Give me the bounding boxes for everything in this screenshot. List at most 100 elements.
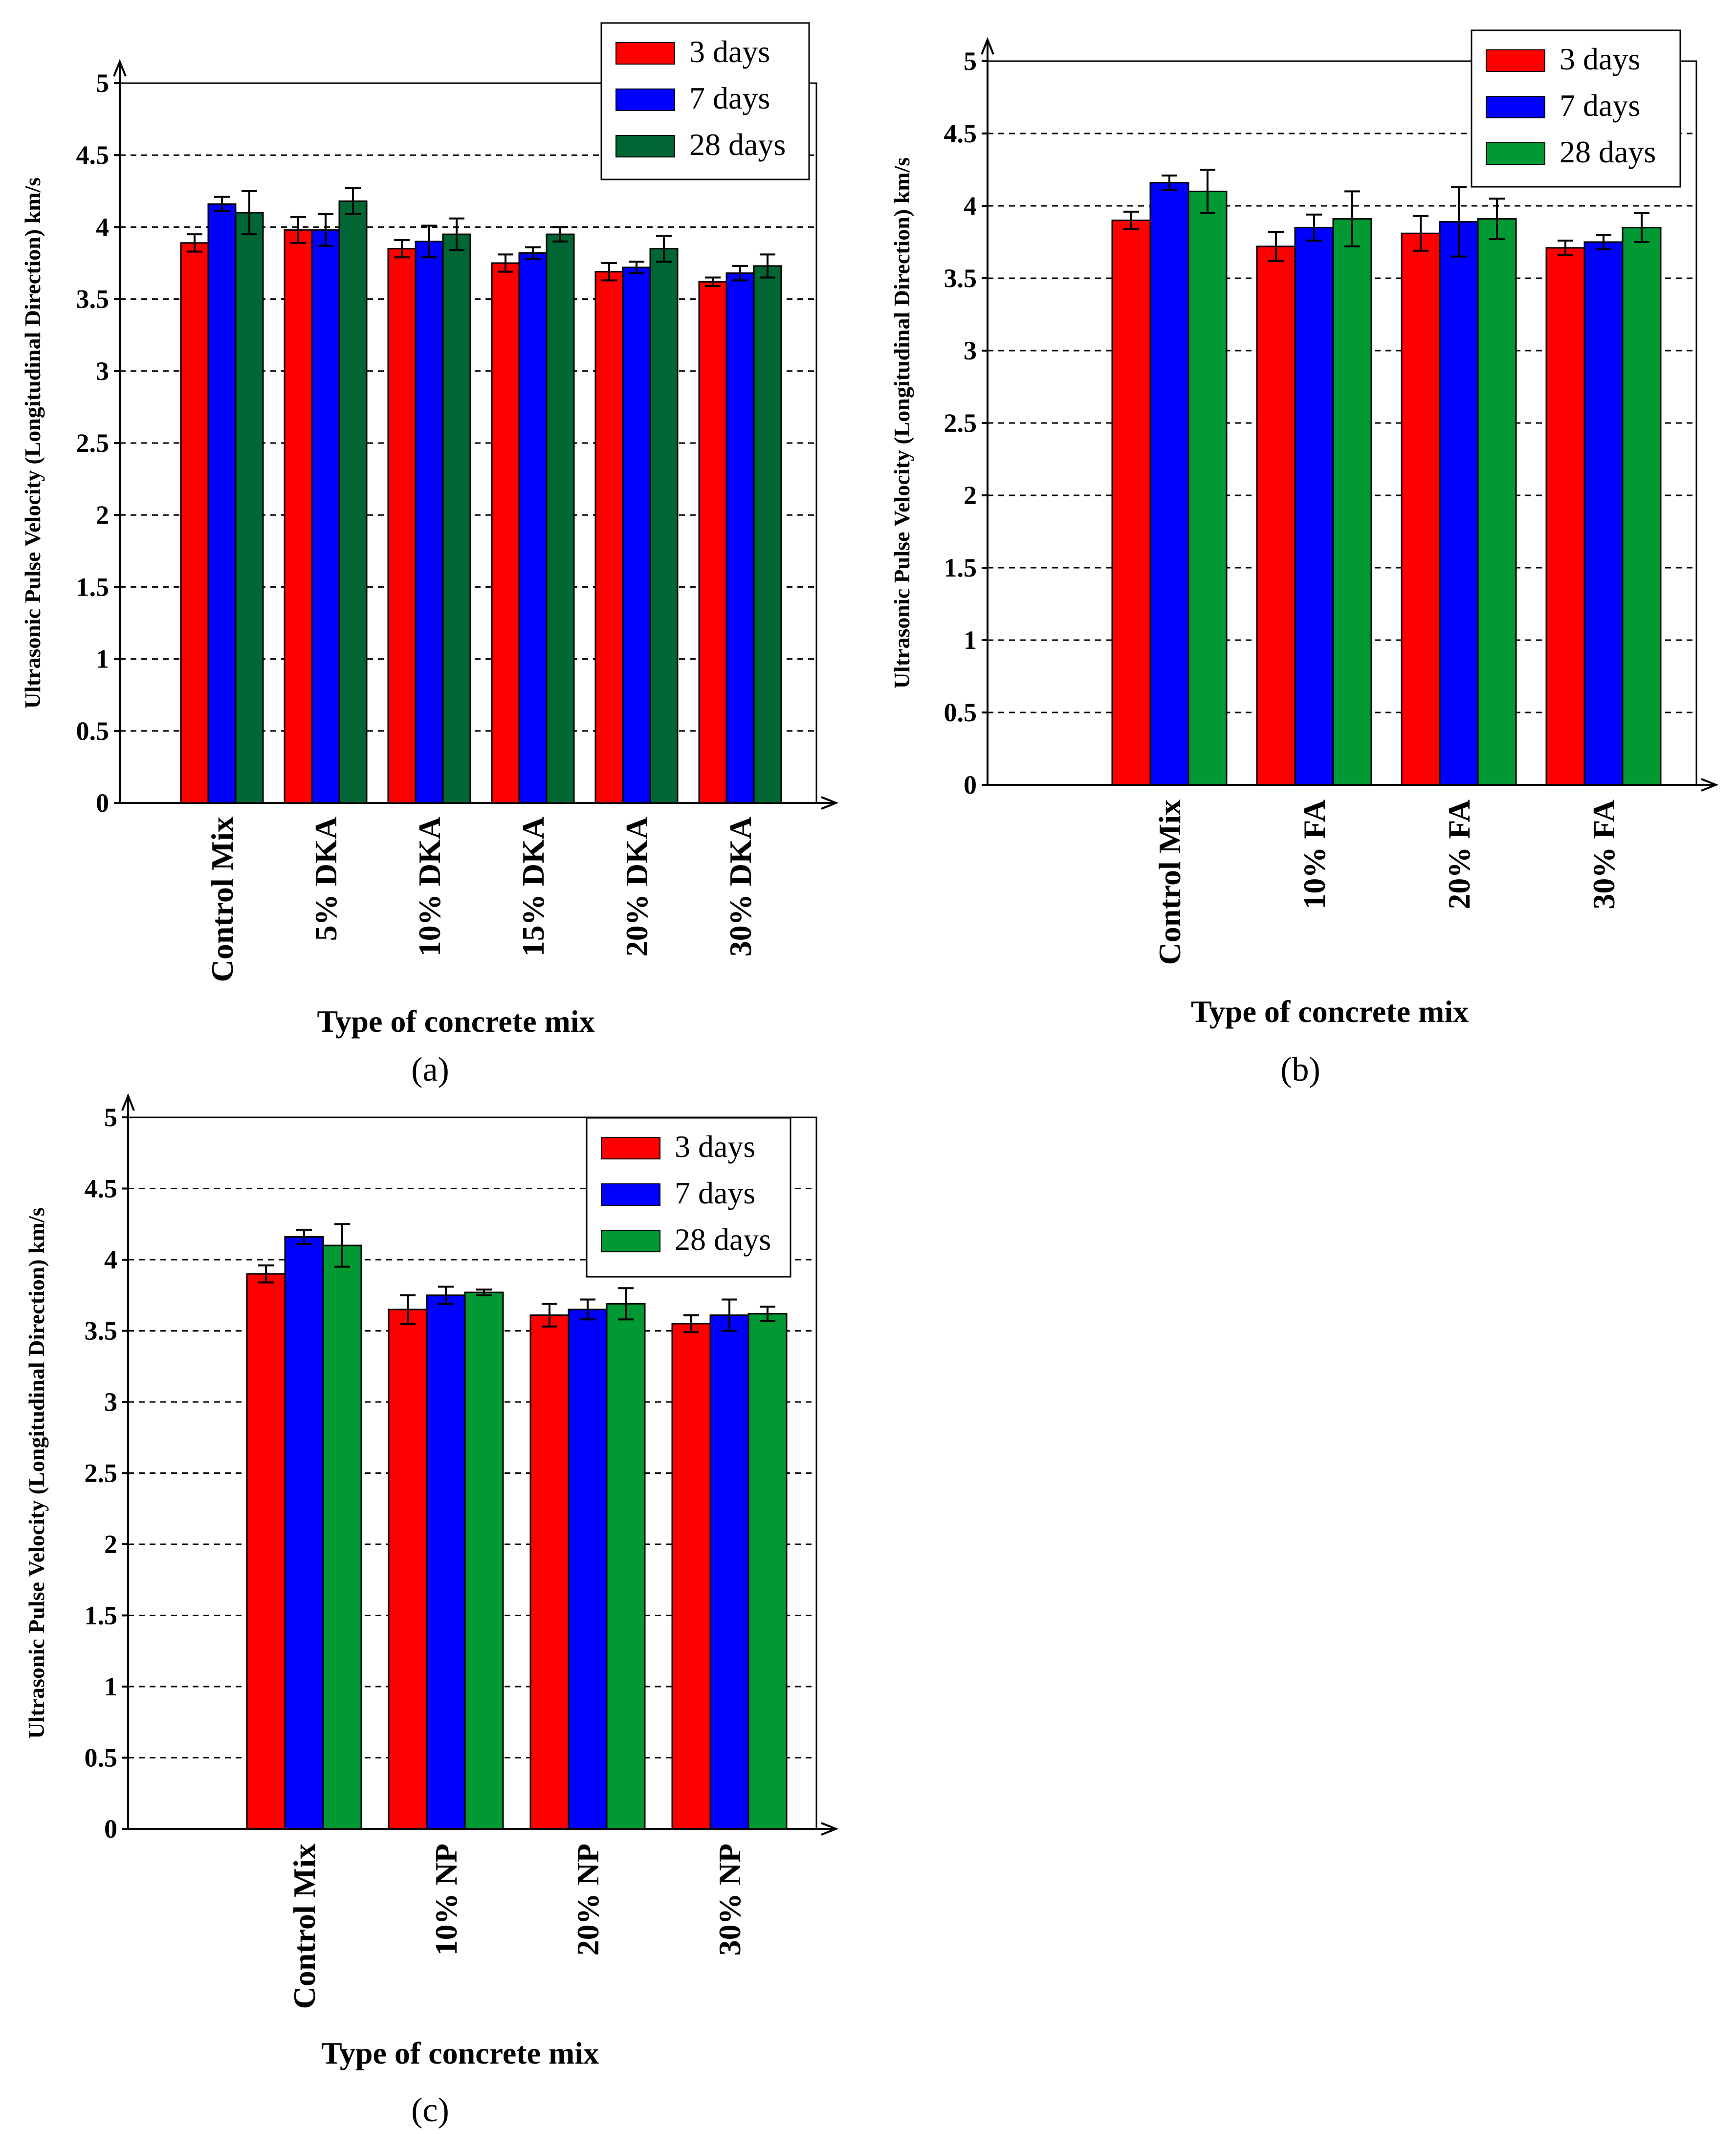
y-axis-arrow	[113, 59, 127, 77]
bar-c-1-7-days	[284, 1236, 324, 1830]
error-bar	[1634, 212, 1649, 243]
error-bar	[242, 190, 257, 236]
panel-label: (a)	[411, 1051, 449, 1089]
y-axis-label: Ultrasonic Pulse Velocity (Longitudinal …	[20, 178, 45, 709]
category-label: 10% DKA	[412, 817, 447, 956]
legend-label: 3 days	[689, 34, 770, 69]
x-axis-label: Type of concrete mix	[317, 1004, 594, 1039]
error-bar	[1268, 231, 1284, 262]
legend-swatch	[1486, 96, 1545, 118]
y-tick-label: 3	[96, 356, 109, 386]
bar-a-5-3-days	[594, 271, 624, 804]
y-tick-label: 3.5	[85, 1316, 118, 1346]
bar-a-5-7-days	[622, 267, 651, 804]
category-label: Control Mix	[1152, 800, 1187, 965]
category-label: 20% FA	[1442, 800, 1476, 910]
bar-b-2-7-days	[1294, 226, 1334, 786]
error-bar	[1413, 215, 1428, 252]
legend-swatch	[1486, 142, 1545, 165]
y-tick-label: 2.5	[76, 428, 110, 458]
category-label: 20% DKA	[619, 817, 654, 956]
error-bar	[290, 216, 306, 244]
legend: 3 days 7 days 28 days	[586, 1117, 791, 1278]
error-bar	[187, 233, 202, 253]
y-tick-label: 2	[964, 481, 977, 510]
y-tick-label: 2	[104, 1530, 117, 1559]
error-bar	[760, 1306, 775, 1322]
bar-c-2-3-days	[388, 1309, 428, 1830]
legend-swatch	[615, 135, 675, 157]
legend: 3 days 7 days 28 days	[600, 22, 810, 180]
y-tick-label: 2.5	[85, 1459, 118, 1488]
plot-frame	[988, 60, 1697, 785]
error-bar	[683, 1314, 699, 1334]
legend-label: 3 days	[675, 1129, 755, 1164]
x-axis-arrow	[821, 796, 839, 810]
y-tick-label: 4	[964, 191, 977, 221]
bar-a-2-28-days	[338, 200, 368, 804]
bar-a-6-7-days	[725, 272, 755, 804]
y-axis-label: Ultrasonic Pulse Velocity (Longitudinal …	[889, 157, 914, 689]
error-bar	[705, 276, 721, 288]
error-bar	[394, 239, 410, 259]
legend-label: 28 days	[675, 1222, 771, 1257]
category-label: 10% FA	[1297, 800, 1332, 910]
category-label: 30% DKA	[723, 817, 758, 956]
error-bar	[318, 213, 333, 247]
error-bar	[214, 196, 230, 213]
error-bar	[1200, 169, 1215, 214]
bar-b-3-7-days	[1439, 221, 1479, 786]
y-tick-label: 0	[104, 1814, 117, 1844]
bar-b-1-28-days	[1187, 190, 1228, 786]
y-tick-label: 0	[96, 788, 109, 818]
error-bar	[258, 1264, 274, 1284]
y-tick-label: 2	[96, 500, 109, 530]
y-tick-label: 0.5	[76, 716, 110, 746]
bar-c-1-3-days	[246, 1273, 286, 1830]
bar-a-3-3-days	[387, 248, 417, 804]
legend-label: 7 days	[1560, 88, 1640, 123]
bar-a-2-7-days	[311, 229, 340, 804]
legend-label: 7 days	[675, 1176, 755, 1210]
bar-a-4-3-days	[491, 262, 520, 804]
error-bar	[421, 224, 437, 259]
bar-b-4-28-days	[1622, 226, 1662, 786]
bar-c-3-28-days	[606, 1303, 646, 1830]
bar-a-2-3-days	[284, 229, 313, 804]
y-tick-label: 1	[96, 645, 109, 674]
y-tick-label: 4.5	[76, 140, 110, 170]
bar-c-3-3-days	[529, 1314, 570, 1830]
error-bar	[1162, 174, 1177, 191]
y-axis-arrow	[121, 1093, 135, 1111]
x-axis-arrow	[821, 1822, 839, 1836]
bar-a-3-28-days	[442, 233, 471, 804]
error-bar	[542, 1303, 557, 1328]
category-label: 30% NP	[712, 1844, 747, 1956]
category-label: 20% NP	[571, 1844, 605, 1956]
bar-a-6-28-days	[753, 265, 782, 804]
error-bar	[438, 1286, 454, 1305]
y-tick-label: 0.5	[85, 1743, 118, 1773]
category-label: Control Mix	[205, 817, 240, 982]
legend-swatch	[615, 89, 675, 111]
legend-label: 28 days	[689, 127, 786, 162]
legend-swatch	[601, 1183, 660, 1206]
y-tick-label: 4	[96, 212, 109, 242]
bar-b-3-3-days	[1401, 232, 1441, 786]
error-bar	[1489, 198, 1505, 241]
error-bar	[400, 1294, 416, 1325]
bar-c-4-3-days	[671, 1323, 711, 1830]
error-bar	[656, 235, 672, 263]
error-bar	[1306, 213, 1322, 242]
y-axis-arrow	[981, 37, 994, 55]
error-bar	[525, 246, 541, 260]
bar-b-4-3-days	[1545, 247, 1585, 786]
bar-a-4-28-days	[546, 233, 575, 804]
error-bar	[345, 187, 361, 215]
error-bar	[722, 1298, 737, 1332]
y-tick-label: 5	[96, 68, 109, 98]
bar-c-4-28-days	[747, 1313, 788, 1830]
category-label: 5% DKA	[308, 817, 343, 941]
